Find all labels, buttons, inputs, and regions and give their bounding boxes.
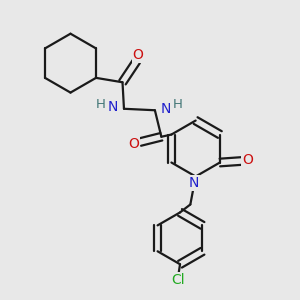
Text: N: N bbox=[108, 100, 118, 114]
Text: H: H bbox=[173, 98, 183, 111]
Text: N: N bbox=[189, 176, 200, 190]
Text: H: H bbox=[96, 98, 106, 111]
Text: O: O bbox=[133, 48, 143, 62]
Text: O: O bbox=[128, 136, 139, 151]
Text: O: O bbox=[242, 154, 253, 167]
Text: Cl: Cl bbox=[172, 273, 185, 287]
Text: N: N bbox=[161, 102, 171, 116]
